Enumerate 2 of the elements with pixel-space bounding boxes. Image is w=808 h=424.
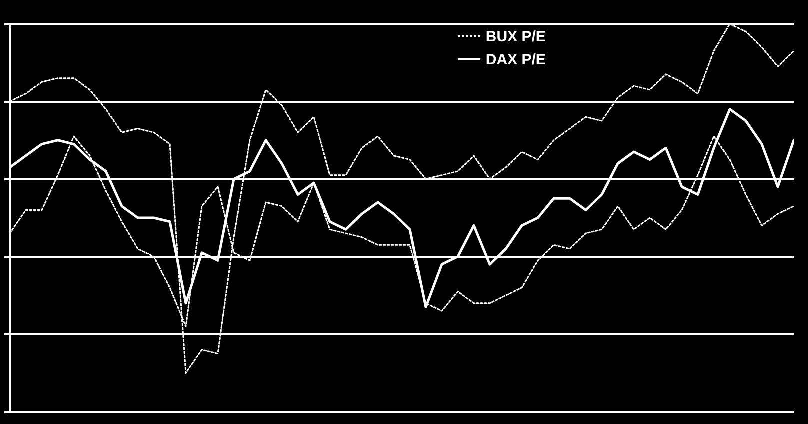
legend-label: BUX P/E bbox=[486, 28, 546, 46]
legend-label: DAX P/E bbox=[486, 52, 546, 68]
